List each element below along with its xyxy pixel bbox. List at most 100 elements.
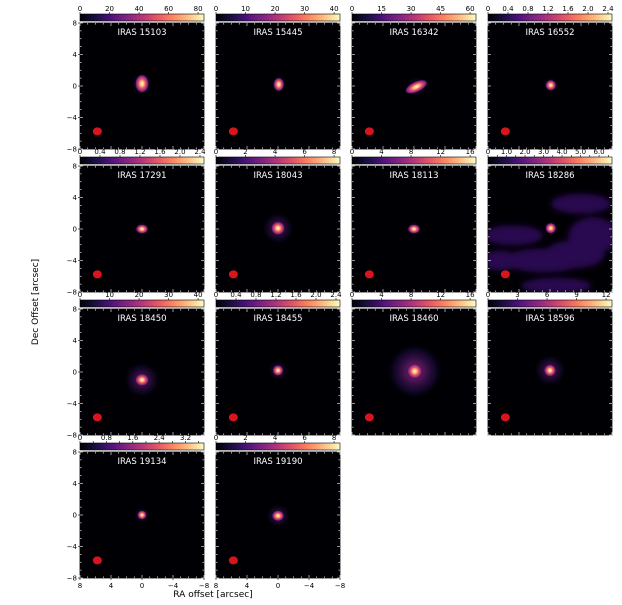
beam-ellipse: [500, 413, 510, 422]
y-tick-label: 4: [73, 51, 78, 59]
panel-iras-16342: 0 15 30 45 60 IRAS 16342: [350, 5, 477, 150]
colorbar: [351, 13, 477, 22]
colorbar-tick-label: 2.0: [519, 148, 530, 156]
colorbar-tick-label: 0.4: [230, 291, 242, 299]
panel-title: IRAS 15103: [117, 28, 166, 38]
colorbar: [487, 156, 613, 165]
panel-title: IRAS 19190: [253, 457, 302, 467]
beam-ellipse: [228, 556, 238, 565]
colorbar-tick-label: 12: [436, 291, 445, 299]
colorbar: [351, 156, 477, 165]
colorbar-tick-label: 0: [78, 291, 82, 299]
colorbar-tick-label: 2.0: [174, 148, 185, 156]
colorbar: [79, 442, 205, 451]
colorbar-tick-label: 2.0: [582, 5, 593, 13]
colorbar-tick-label: 6: [545, 291, 550, 299]
y-tick-label: 4: [73, 194, 78, 202]
colorbar-tick-label: 0.8: [522, 5, 533, 13]
source-emission: [271, 510, 285, 522]
source-emission: [545, 222, 557, 234]
panel-iras-18460: 0 4 8 12 16 IRAS 18460: [350, 291, 477, 436]
y-tick-label: −4: [67, 114, 78, 122]
source-emission: [134, 373, 150, 387]
colorbar-tick-label: 0: [78, 5, 82, 13]
panel-title: IRAS 18596: [525, 314, 574, 324]
colorbar-tick-label: 40: [194, 291, 203, 299]
colorbar-tick-label: 2.4: [194, 148, 206, 156]
colorbar: [215, 13, 341, 22]
colorbar-tick-label: 8: [332, 148, 336, 156]
y-tick-label: −4: [67, 400, 78, 408]
panel-title: IRAS 19134: [117, 457, 166, 467]
colorbar-tick-label: 8: [409, 148, 413, 156]
y-tick-label: 0: [73, 369, 77, 377]
colorbar-tick-label: 0: [486, 5, 490, 13]
beam-ellipse: [92, 413, 102, 422]
panel-iras-18286: 0 1.0 2.0 3.0 4.0 5.0 6.0 IRAS 18286: [486, 148, 613, 293]
panel-title: IRAS 18286: [525, 171, 574, 181]
source-emission: [137, 510, 147, 520]
beam-ellipse: [228, 270, 238, 279]
x-tick-label: −8: [199, 582, 209, 590]
colorbar-tick-label: 30: [164, 291, 173, 299]
colorbar-tick-label: 1.6: [127, 434, 139, 442]
panel-iras-18113: 0 4 8 12 16 IRAS 18113: [350, 148, 477, 293]
colorbar-tick-label: 4: [379, 291, 384, 299]
colorbar-tick-label: 1.6: [562, 5, 574, 13]
colorbar-tick-label: 2.4: [602, 5, 614, 13]
colorbar-tick-label: 3.2: [180, 434, 191, 442]
source-emission: [135, 224, 149, 234]
colorbar-tick-label: 1.2: [134, 148, 145, 156]
colorbar-tick-label: 20: [105, 5, 114, 13]
y-axis-label: Dec Offset [arcsec]: [31, 259, 41, 345]
x-tick-label: −4: [168, 582, 179, 590]
panel-title: IRAS 18455: [253, 314, 302, 324]
colorbar-tick-label: 1.6: [290, 291, 302, 299]
panel-title: IRAS 16342: [389, 28, 438, 38]
x-tick-label: −8: [335, 582, 345, 590]
beam-ellipse: [92, 127, 102, 136]
colorbar-tick-label: 16: [466, 291, 475, 299]
colorbar-tick-label: 0.8: [250, 291, 261, 299]
colorbar-tick-label: 2.0: [310, 291, 321, 299]
colorbar-tick-label: 9: [574, 291, 578, 299]
source-emission: [404, 79, 429, 95]
colorbar-tick-label: 1.6: [154, 148, 166, 156]
colorbar: [215, 299, 341, 308]
colorbar: [79, 156, 205, 165]
x-tick-label: −4: [304, 582, 315, 590]
panel-iras-15445: 0 10 20 30 40 IRAS 15445: [214, 5, 341, 150]
y-tick-label: 0: [73, 226, 77, 234]
colorbar-tick-label: 40: [330, 5, 339, 13]
x-tick-label: 8: [78, 582, 82, 590]
colorbar-tick-label: 4: [379, 148, 384, 156]
beam-ellipse: [364, 270, 374, 279]
colorbar-tick-label: 6: [302, 434, 307, 442]
colorbar-tick-label: 2: [243, 434, 247, 442]
source-emission: [545, 79, 557, 91]
colorbar-tick-label: 1.2: [270, 291, 281, 299]
y-tick-label: 8: [73, 449, 77, 457]
colorbar-tick-label: 0: [214, 148, 218, 156]
panel-title: IRAS 18450: [117, 314, 166, 324]
y-tick-label: 8: [73, 306, 77, 314]
colorbar-tick-label: 12: [436, 148, 445, 156]
y-tick-label: −4: [67, 543, 78, 551]
y-tick-label: 0: [73, 83, 77, 91]
colorbar-tick-label: 4: [273, 148, 278, 156]
colorbar-tick-label: 60: [164, 5, 173, 13]
colorbar-tick-label: 0: [214, 291, 218, 299]
colorbar: [79, 299, 205, 308]
colorbar-tick-label: 0: [214, 434, 218, 442]
beam-ellipse: [364, 127, 374, 136]
colorbar-tick-label: 0: [486, 291, 490, 299]
panel-title: IRAS 16552: [525, 28, 574, 38]
colorbar-tick-label: 0: [350, 291, 354, 299]
colorbar: [215, 156, 341, 165]
beam-ellipse: [500, 270, 510, 279]
colorbar-tick-label: 2: [243, 148, 247, 156]
colorbar-tick-label: 3.0: [538, 148, 549, 156]
